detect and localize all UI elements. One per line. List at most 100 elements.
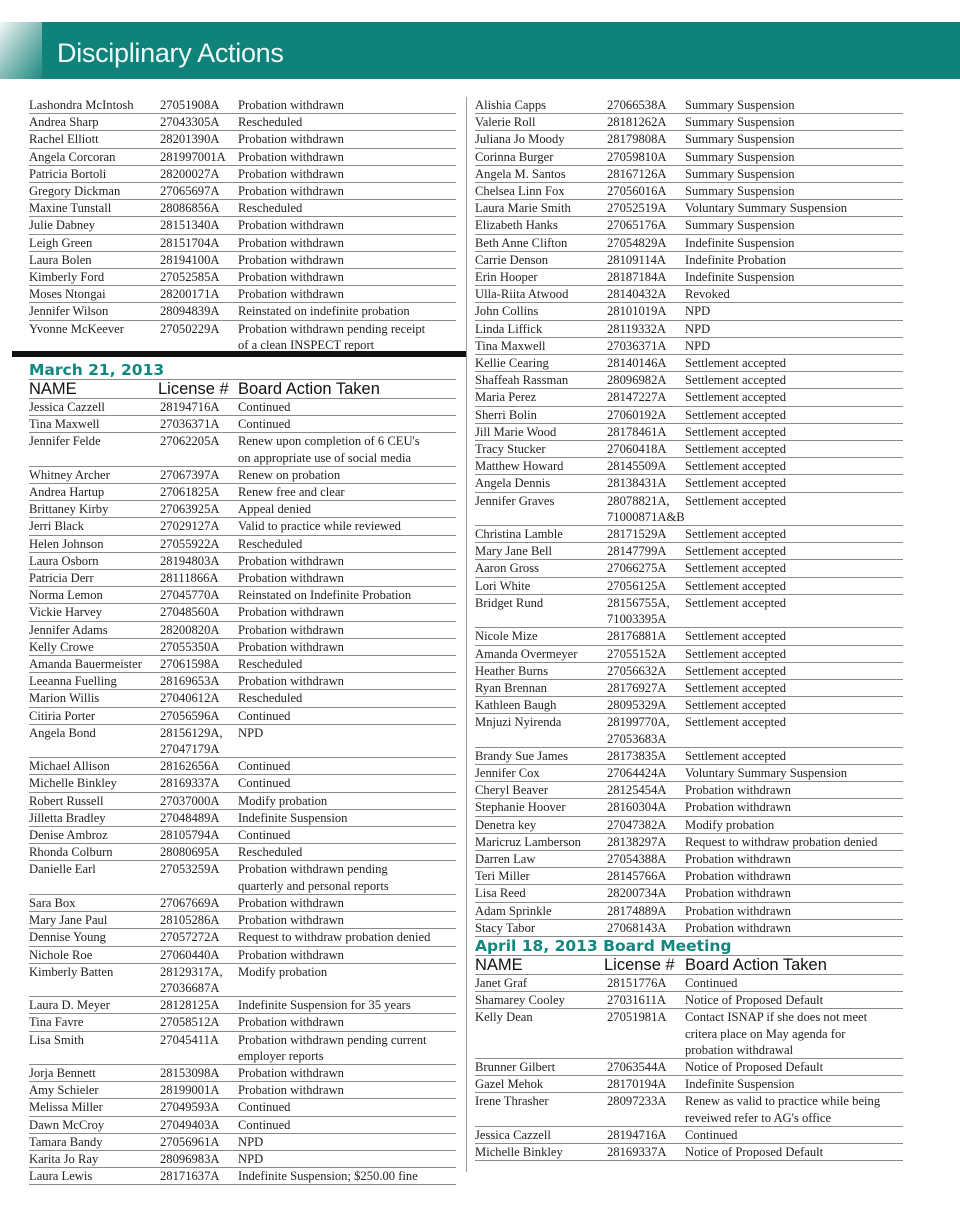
license-cell: 28080695A — [160, 845, 220, 860]
table-row: Maria Perez 28147227A Settlement accepted — [475, 389, 903, 407]
name-cell: Mary Jane Bell — [475, 544, 552, 559]
table-row: Michael Allison 28162656A Continued — [29, 758, 456, 776]
action-cell: Probation withdrawn — [238, 947, 344, 962]
license-cell: 27060440A — [160, 947, 220, 962]
license-cell: 28169337A — [160, 776, 220, 791]
action-cell: Settlement accepted — [685, 424, 787, 439]
table-row: Maricruz Lamberson 28138297A Request to wi… — [475, 834, 903, 851]
name-cell: Darren Law — [475, 851, 536, 866]
license-cell: 28171529A — [607, 527, 667, 542]
license-cell: 28151340A — [160, 218, 220, 233]
license-cell: 28129317A, 27036687A — [160, 964, 223, 995]
table-row: Stacy Tabor 27068143A Probation withdrawn — [475, 920, 903, 937]
name-cell: Nichole Roe — [29, 947, 93, 962]
table-row: Heather Burns 27056632A Settlement accepte… — [475, 663, 903, 680]
name-cell: Alishia Capps — [475, 98, 547, 112]
action-cell: Settlement accepted — [685, 407, 787, 422]
table-row: Jennifer Wilson 28094839A Reinstated on in… — [29, 303, 456, 321]
table-row: Laura Marie Smith 27052519A Voluntary Summ… — [475, 200, 903, 218]
name-cell: Erin Hooper — [475, 270, 538, 285]
march-section: March 21, 2013 NAME License # Board Acti… — [29, 362, 456, 1186]
name-cell: Jennifer Wilson — [29, 304, 109, 319]
action-cell: Indefinite Suspension — [685, 270, 795, 285]
table-row: Matthew Howard 28145509A Settlement accept… — [475, 458, 903, 476]
name-cell: Jennifer Graves — [475, 493, 555, 508]
name-cell: Leeanna Fuelling — [29, 674, 117, 689]
action-cell: Rescheduled — [238, 691, 303, 706]
license-cell: 28095329A — [607, 698, 667, 713]
name-cell: Maria Perez — [475, 390, 537, 405]
action-cell: Indefinite Suspension — [685, 1077, 795, 1092]
table-row: Melissa Miller 27049593A Continued — [29, 1099, 456, 1117]
action-cell: Modify probation — [685, 817, 775, 832]
table-row: Mary Jane Bell 28147799A Settlement accept… — [475, 543, 903, 561]
action-cell: Continued — [238, 400, 291, 414]
license-cell: 27060418A — [607, 442, 667, 457]
action-cell: Renew on probation — [238, 467, 341, 482]
table-row: Irene Thrasher 28097233A Renew as valid to… — [475, 1093, 903, 1127]
column-header-row: NAME License # Board Action Taken — [475, 956, 903, 975]
action-cell: Summary Suspension — [685, 218, 795, 233]
license-cell: 27052585A — [160, 270, 220, 285]
action-cell: Valid to practice while reviewed — [238, 519, 401, 534]
action-cell: Rescheduled — [238, 657, 303, 672]
name-cell: Whitney Archer — [29, 467, 110, 482]
name-cell: Karita Jo Ray — [29, 1151, 99, 1166]
action-cell: Settlement accepted — [685, 646, 787, 661]
table-row: Laura Osborn 28194803A Probation withdrawn — [29, 553, 456, 571]
license-cell: 28200027A — [160, 166, 220, 181]
license-cell: 27040612A — [160, 691, 220, 706]
license-cell: 27055922A — [160, 536, 220, 551]
name-cell: Brittaney Kirby — [29, 502, 109, 517]
license-cell: 28096982A — [607, 373, 667, 388]
license-cell: 28170194A — [607, 1077, 667, 1092]
table-row: Angela Dennis 28138431A Settlement accepte… — [475, 475, 903, 493]
name-cell: Robert Russell — [29, 793, 104, 808]
action-cell: Indefinite Suspension — [685, 235, 795, 250]
april-section: April 18, 2013 Board Meeting NAME Licens… — [475, 938, 903, 1162]
table-row: Denise Ambroz 28105794A Continued — [29, 827, 456, 845]
license-cell: 28094839A — [160, 304, 220, 319]
name-cell: Sara Box — [29, 895, 76, 910]
action-cell: Continued — [238, 759, 291, 774]
action-cell: NPD — [238, 1134, 264, 1149]
table-row: Angela M. Santos 28167126A Summary Suspens… — [475, 166, 903, 184]
action-cell: Renew as valid to practice while being r… — [685, 1094, 881, 1125]
action-cell: Probation withdrawn — [238, 553, 344, 568]
action-cell: Notice of Proposed Default — [685, 1060, 824, 1075]
action-cell: Probation withdrawn — [238, 98, 344, 112]
license-cell: 27054388A — [607, 851, 667, 866]
action-cell: Reinstated on Indefinite Probation — [238, 588, 412, 603]
action-cell: Settlement accepted — [685, 698, 787, 713]
name-cell: Dennise Young — [29, 930, 106, 945]
action-cell: Continued — [685, 1127, 738, 1142]
action-cell: Settlement accepted — [685, 544, 787, 559]
action-cell: Settlement accepted — [685, 595, 787, 610]
license-cell: 27061598A — [160, 657, 220, 672]
table-row: Tina Maxwell 27036371A NPD — [475, 338, 903, 356]
name-cell: Adam Sprinkle — [475, 903, 552, 918]
name-cell: Jessica Cazzell — [475, 1127, 551, 1142]
table-row: Rhonda Colburn 28080695A Rescheduled — [29, 844, 456, 862]
table-row: Amanda Overmeyer 27055152A Settlement acce… — [475, 646, 903, 663]
license-cell: 28160304A — [607, 800, 667, 815]
license-cell: 28147227A — [607, 390, 667, 405]
license-cell: 27065176A — [607, 218, 667, 233]
action-cell: Settlement accepted — [685, 493, 787, 508]
license-cell: 27066275A — [607, 561, 667, 576]
action-cell: Indefinite Suspension; $250.00 fine — [238, 1169, 418, 1184]
action-cell: Continued — [238, 417, 291, 432]
table-row: Patricia Derr 28111866A Probation withdraw… — [29, 570, 456, 588]
license-cell: 27068143A — [607, 920, 667, 935]
table-row: Dawn McCroy 27049403A Continued — [29, 1117, 456, 1134]
license-cell: 28199770A, 27053683A — [607, 715, 670, 746]
section-title: April 18, 2013 Board Meeting — [475, 938, 903, 956]
license-cell: 27052519A — [607, 201, 667, 216]
action-cell: Probation withdrawn — [238, 605, 344, 620]
table-row: Darren Law 27054388A Probation withdrawn — [475, 851, 903, 869]
table-row: Tamara Bandy 27056961A NPD — [29, 1134, 456, 1151]
table-row: Kelly Dean 27051981A Contact ISNAP if she … — [475, 1009, 903, 1060]
license-cell: 27051908A — [160, 98, 220, 112]
action-cell: Summary Suspension — [685, 166, 795, 181]
name-cell: Kimberly Batten — [29, 964, 114, 979]
